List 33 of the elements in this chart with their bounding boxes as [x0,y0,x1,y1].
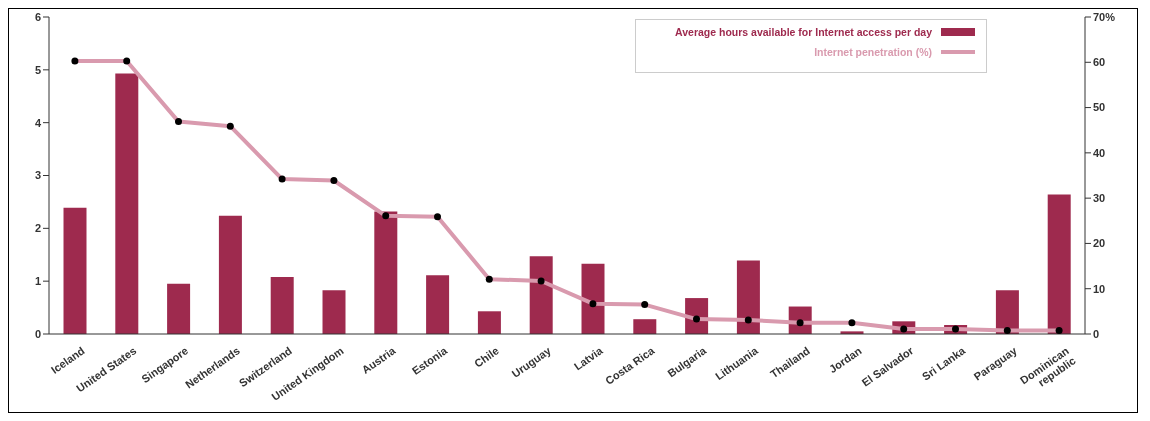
y-tick-label: 4 [34,116,42,129]
bar [1047,194,1071,334]
bar [995,290,1019,334]
bar [581,263,605,334]
bar [633,319,657,334]
y-tick-label: 6 [34,10,41,23]
y2-tick-label: 30 [1093,192,1106,205]
bar [63,207,87,334]
bar [167,283,191,334]
bar [529,256,553,334]
y2-tick-label: 0 [1093,327,1100,340]
legend-label: Internet penetration (%) [814,46,932,58]
y2-tick-label: 40 [1093,146,1106,159]
y2-tick-label: 50 [1093,101,1106,114]
y2-tick-label: 20 [1093,237,1106,250]
y-tick-label: 1 [34,275,41,288]
y-tick-label: 3 [34,169,41,182]
bar [477,311,501,334]
y-tick-label: 5 [34,63,41,76]
bar [218,215,242,334]
bar [270,276,294,334]
x-tick-label: Chile [472,344,502,370]
bar [374,211,398,334]
bar [736,260,760,334]
y-tick-label: 2 [34,222,41,235]
y2-tick-label: 60 [1093,56,1106,69]
y2-tick-label: 70% [1093,10,1116,23]
y-tick-label: 0 [34,327,41,340]
bar [115,73,139,334]
y2-tick-label: 10 [1093,282,1106,295]
bar [426,275,450,334]
bar [322,290,346,334]
legend-label: Average hours available for Internet access per day [675,26,932,38]
